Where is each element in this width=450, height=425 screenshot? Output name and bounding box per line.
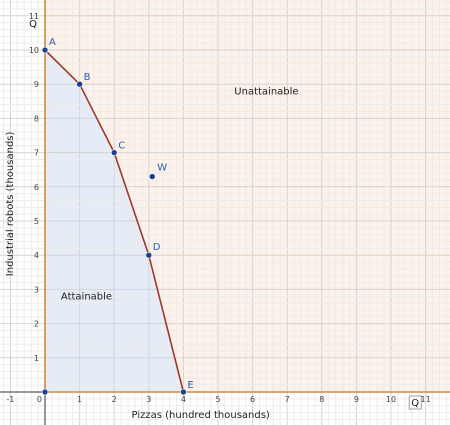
x-tick-label: 10 [386,395,396,404]
y-tick-label: 9 [34,80,39,89]
data-points [41,46,187,396]
y-axis-q-marker: Q [29,19,37,30]
point-b [76,80,83,88]
x-axis-q-marker: Q [411,398,419,409]
x-tick-label: 5 [215,395,220,404]
y-tick-label: 11 [29,12,39,21]
region-fills [45,0,450,392]
region-label: Attainable [61,292,112,303]
point-a [41,46,49,54]
y-tick-label: 2 [34,320,39,329]
y-tick-label: 6 [34,183,39,192]
point-label-e: E [187,380,193,391]
y-tick-label: 10 [29,46,39,55]
point-label-w: W [157,163,167,174]
x-tick-label: 6 [250,395,255,404]
x-tick-label: 8 [319,395,324,404]
region-label: Unattainable [234,86,298,97]
x-tick-label: 7 [285,395,290,404]
y-tick-label: 5 [34,217,39,226]
point-w [148,173,156,180]
y-tick-label: 3 [34,285,39,294]
point-label-d: D [153,242,161,253]
y-tick-label: 1 [34,354,39,363]
x-tick-label: 3 [146,395,151,404]
point-d [145,251,153,259]
x-tick-label: 1 [77,395,82,404]
point-label-c: C [118,141,125,152]
y-axis-label: Industrial robots (thousands) [5,131,16,276]
point-label-a: A [49,37,56,48]
point-e [180,388,187,396]
x-axis-label: Pizzas (hundred thousands) [132,410,270,421]
x-axis-q-marker-box [408,395,422,410]
point-c [110,149,118,156]
y-tick-label: 4 [34,251,39,260]
annotations: A B C D E W Attainable Unattainable Q Q [29,19,422,410]
y-tick-label: 8 [34,114,39,123]
point-origin [41,388,49,396]
y-tick-label: 7 [34,149,39,158]
x-tick-label: 9 [354,395,359,404]
x-tick-label: 2 [112,395,117,404]
x-tick-label: 0 [37,395,42,404]
x-tick-label: -1 [6,395,14,404]
point-label-b: B [84,72,91,83]
x-tick-label: 11 [421,395,431,404]
x-tick-label: 4 [181,395,186,404]
